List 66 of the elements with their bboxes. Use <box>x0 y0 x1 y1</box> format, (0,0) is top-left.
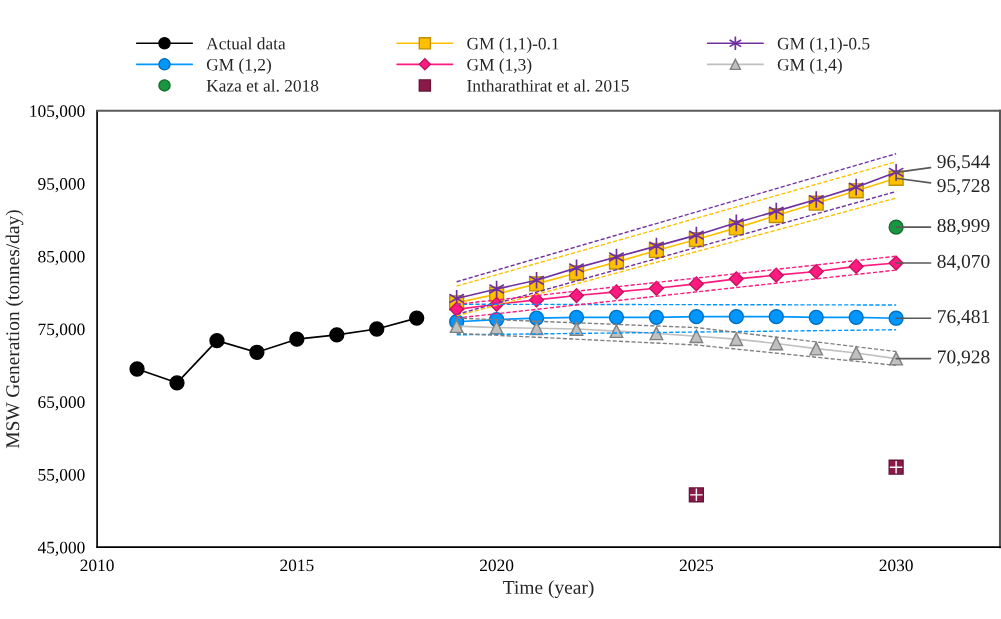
data-label: 88,999 <box>937 218 990 235</box>
legend-label: GM (1,4) <box>777 58 842 75</box>
legend-label: GM (1,1)-0.5 <box>777 37 870 54</box>
legend-label: Actual data <box>206 37 286 50</box>
point <box>808 263 824 280</box>
point <box>289 331 305 347</box>
point <box>728 308 744 325</box>
point <box>608 284 625 300</box>
point <box>329 327 345 343</box>
x-tick-label: 2030 <box>879 559 913 572</box>
point <box>809 341 824 356</box>
y-tick-label: 65,000 <box>38 396 85 411</box>
point <box>688 308 705 325</box>
point <box>568 309 585 326</box>
legend-label: GM (1,3) <box>467 58 532 75</box>
point <box>489 320 504 335</box>
y-tick-label: 55,000 <box>38 468 85 484</box>
point <box>569 322 584 336</box>
point <box>889 351 904 366</box>
point <box>608 309 625 326</box>
point <box>249 344 265 360</box>
point <box>688 276 704 292</box>
point <box>409 310 425 326</box>
y-tick-label: 85,000 <box>38 250 85 265</box>
point <box>209 332 225 349</box>
data-label: 96,544 <box>937 155 990 171</box>
x-tick-label: 2025 <box>679 559 714 572</box>
x-tick-label: 2010 <box>80 559 114 572</box>
point <box>848 258 864 275</box>
y-tick-label: 105,000 <box>30 105 85 120</box>
data-label: 76,481 <box>938 309 990 326</box>
point <box>768 267 784 283</box>
legend-label: Intharathirat et al. 2015 <box>467 79 629 92</box>
point <box>528 292 545 308</box>
point <box>808 309 824 326</box>
point <box>648 309 665 326</box>
point <box>449 319 464 334</box>
data-label: 70,928 <box>938 350 990 367</box>
point <box>848 178 865 197</box>
point <box>769 336 784 351</box>
legend-label: GM (1,2) <box>206 58 271 75</box>
x-axis-title: Time (year) <box>503 580 594 598</box>
point <box>768 202 785 221</box>
y-axis-title: MSW Generation (tonnes/day) <box>5 210 24 449</box>
y-tick-label: 95,000 <box>38 178 85 193</box>
point <box>728 271 744 287</box>
point <box>169 375 185 391</box>
point <box>848 309 864 326</box>
point <box>129 361 145 377</box>
data-label: 95,728 <box>937 179 990 195</box>
x-tick-label: 2020 <box>480 559 514 572</box>
legend-label: Kaza et al. 2018 <box>206 79 319 92</box>
y-tick-label: 45,000 <box>37 541 85 556</box>
x-tick-label: 2015 <box>280 559 314 572</box>
point <box>369 321 385 337</box>
point <box>648 280 664 296</box>
point <box>649 326 664 341</box>
legend-label: GM (1,1)-0.1 <box>467 37 559 54</box>
data-label: 84,070 <box>937 254 990 271</box>
point <box>689 329 704 344</box>
point <box>768 308 784 325</box>
y-tick-label: 75,000 <box>38 323 85 338</box>
point <box>729 332 744 347</box>
point <box>849 346 864 360</box>
point <box>808 190 825 209</box>
point <box>728 213 745 232</box>
